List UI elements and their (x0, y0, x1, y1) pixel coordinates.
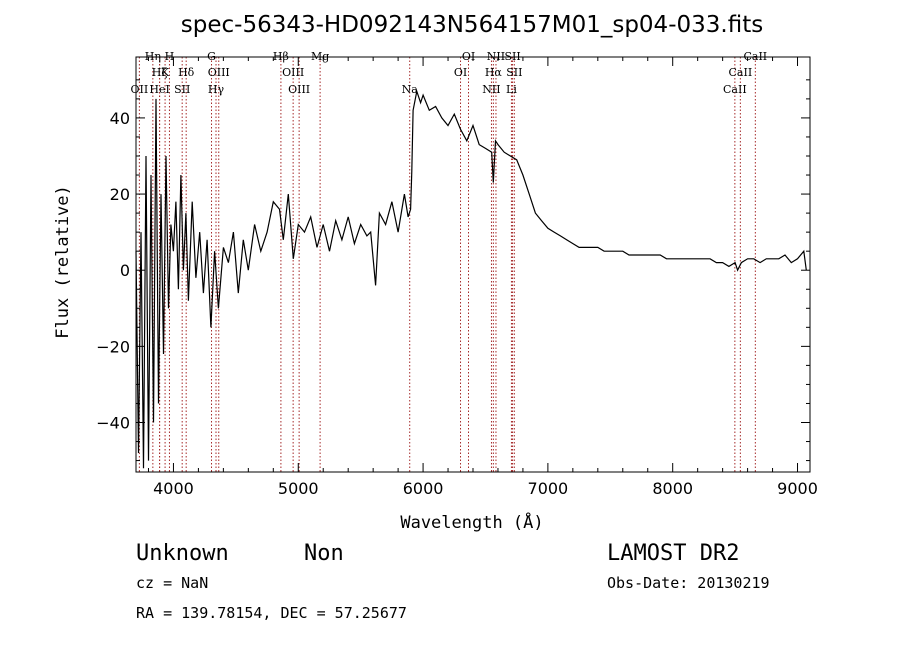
spectrum-line (135, 88, 807, 469)
line-label: SII (174, 83, 190, 96)
spectral-line-markers (138, 57, 756, 472)
survey-name: LAMOST DR2 (607, 541, 739, 566)
line-label: Hγ (208, 83, 225, 96)
line-label: CaII (723, 83, 747, 96)
line-label: OI (454, 66, 467, 79)
line-label: Na (402, 83, 419, 96)
line-label: OIII (208, 66, 230, 79)
line-label: Hα (485, 66, 503, 79)
x-tick-label: 4000 (153, 479, 194, 498)
x-tick-label: 9000 (777, 479, 818, 498)
line-label: Li (506, 83, 517, 96)
y-tick-label: 40 (110, 109, 130, 128)
line-label: K (161, 66, 170, 79)
ra-dec-coordinates: RA = 139.78154, DEC = 57.25677 (136, 604, 407, 622)
y-axis-label: Flux (relative) (53, 185, 73, 339)
line-label: SII (506, 66, 522, 79)
x-tick-label: 6000 (403, 479, 444, 498)
x-tick-label: 5000 (278, 479, 319, 498)
line-label: NII (482, 83, 500, 96)
x-tick-label: 7000 (528, 479, 569, 498)
x-axis-label: Wavelength (Å) (400, 511, 543, 533)
line-label: Hδ (178, 66, 195, 79)
y-tick-label: 0 (120, 261, 130, 280)
line-label: OIII (288, 83, 310, 96)
line-label: HeI (149, 83, 169, 96)
obs-date: Obs-Date: 20130219 (607, 574, 770, 592)
line-label: OII (131, 83, 149, 96)
x-axis: 4000 5000 6000 7000 8000 9000 (147, 57, 818, 498)
y-tick-label: −20 (96, 337, 130, 356)
object-subclass: Non (304, 541, 344, 566)
line-label: OIII (282, 66, 304, 79)
y-axis: −40 −20 0 20 40 (96, 79, 810, 462)
object-class: Unknown (136, 541, 229, 566)
cz-value: cz = NaN (136, 574, 208, 592)
x-tick-label: 8000 (652, 479, 693, 498)
line-label: Hζ (152, 66, 168, 79)
line-label: CaII (729, 66, 753, 79)
chart-title: spec-56343-HD092143N564157M01_sp04-033.f… (181, 12, 763, 38)
y-tick-label: 20 (110, 185, 130, 204)
plot-frame (135, 56, 811, 473)
y-tick-label: −40 (96, 414, 130, 433)
